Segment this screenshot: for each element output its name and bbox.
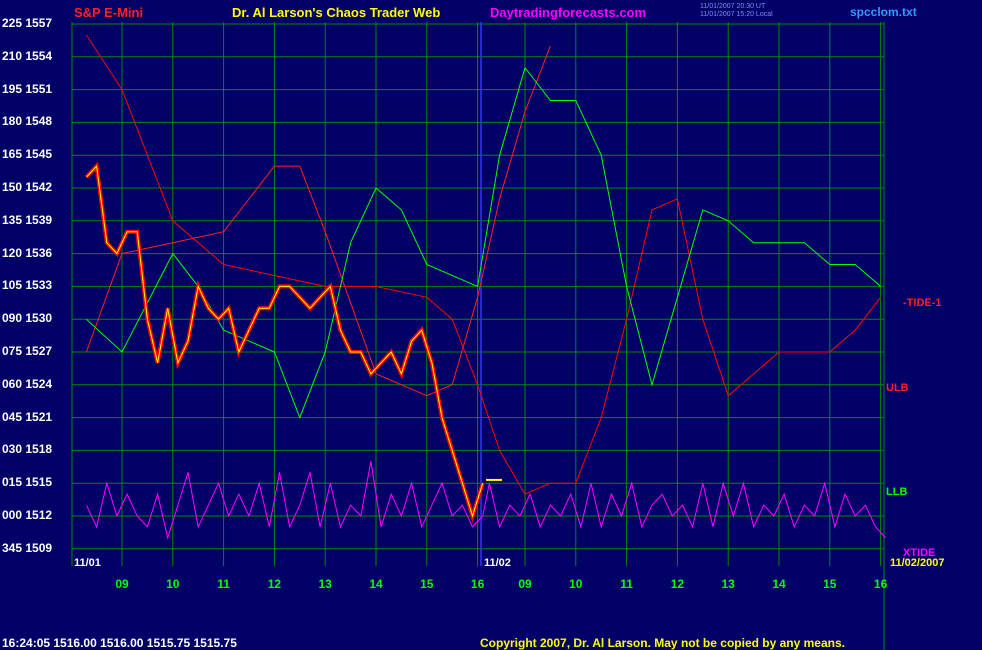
osc-value: 135 [2,212,23,227]
x-tick-label: 16 [470,577,485,591]
x-tick-label: 12 [267,577,282,591]
x-tick-label: 13 [318,577,332,591]
osc-value: 120 [2,245,23,260]
y-tick-label: 000 1512 [2,508,52,522]
price-value: 1512 [22,508,53,522]
y-tick-label: 225 1557 [2,16,52,30]
page-title: Dr. Al Larson's Chaos Trader Web [232,5,441,20]
tide-series-label: -TIDE-1 [903,297,942,309]
y-tick-label: 135 1539 [2,213,52,227]
x-tick-label: 14 [772,577,786,591]
price-value: 1539 [22,212,53,227]
osc-value: 345 [2,540,23,555]
x-tick-label: 09 [518,577,532,591]
osc-value: 090 [2,311,23,326]
chart-series [84,34,887,540]
date-label-start: 11/01 [74,557,101,569]
price-value: 1551 [22,81,53,96]
ulb-line [85,45,551,397]
tide-line [85,34,881,495]
x-tick-label: 10 [166,577,180,591]
site-link[interactable]: Daytradingforecasts.com [490,5,647,20]
osc-value: 075 [2,344,23,358]
osc-value: 030 [2,442,23,457]
y-tick-label: 015 1515 [2,475,52,489]
price-value: 1557 [22,16,53,30]
price-value: 1515 [22,475,53,490]
price-value: 1554 [22,48,53,63]
data-file-label: spcclom.txt [850,5,917,19]
price-value: 1533 [22,278,53,293]
xtide-line [85,461,887,540]
osc-value: 180 [2,114,23,129]
x-tick-label: 14 [369,577,383,591]
ulb-series-label: ULB [886,382,909,394]
osc-value: 045 [2,409,23,424]
llb-series-label: LLB [886,486,908,498]
osc-value: 060 [2,376,23,391]
price-line [84,161,485,523]
price-value: 1545 [22,147,53,162]
xtide-series-label: XTIDE [903,547,936,559]
date-label-end: 11/02/2007 [890,557,945,569]
y-tick-label: 120 1536 [2,246,52,260]
date-label-mid: 11/02 [484,557,511,569]
y-tick-label: 060 1524 [2,377,52,391]
y-tick-label: 150 1542 [2,180,52,194]
y-tick-label: 210 1554 [2,49,52,63]
y-tick-label: 090 1530 [2,311,52,325]
y-tick-label: 195 1551 [2,82,52,96]
price-value: 1548 [22,114,53,129]
x-tick-label: 13 [721,577,735,591]
symbol-label: S&P E-Mini [74,5,144,20]
x-tick-label: 11 [217,577,230,591]
y-tick-label: 165 1545 [2,147,52,161]
y-tick-label: 345 1509 [2,541,52,555]
x-tick-label: 11 [620,577,633,591]
x-tick-label: 16 [873,577,888,591]
osc-value: 225 [2,16,23,30]
price-value: 1524 [22,376,53,391]
quote-readout: 16:24:05 1516.00 1516.00 1515.75 1515.75 [2,636,237,650]
osc-value: 195 [2,81,23,96]
price-value: 1521 [22,409,53,424]
y-tick-label: 180 1548 [2,114,52,128]
llb-line [86,66,881,419]
price-average-line [86,164,484,518]
price-value: 1536 [22,245,53,260]
osc-value: 165 [2,147,23,162]
osc-value: 105 [2,278,23,293]
x-tick-label: 09 [115,577,129,591]
osc-value: 150 [2,180,23,194]
timestamp-ut: 11/01/2007 20:30 UT [700,3,766,10]
copyright-notice: Copyright 2007, Dr. Al Larson. May not b… [480,636,845,650]
x-tick-label: 15 [420,577,434,591]
price-value: 1518 [22,442,53,457]
osc-value: 015 [2,475,23,490]
price-value: 1509 [22,540,53,555]
chart-grid [71,22,885,650]
y-tick-label: 075 1527 [2,344,52,358]
price-value: 1530 [22,311,53,326]
price-value: 1542 [22,180,53,194]
x-tick-label: 10 [569,577,583,591]
x-tick-label: 12 [670,577,685,591]
osc-value: 000 [2,508,23,522]
x-tick-label: 15 [823,577,837,591]
y-tick-label: 105 1533 [2,278,52,292]
timestamp-local: 11/01/2007 15:20 Local [700,11,773,18]
osc-value: 210 [2,48,23,63]
y-tick-label: 030 1518 [2,442,52,456]
price-value: 1527 [22,344,53,358]
y-tick-label: 045 1521 [2,410,52,424]
